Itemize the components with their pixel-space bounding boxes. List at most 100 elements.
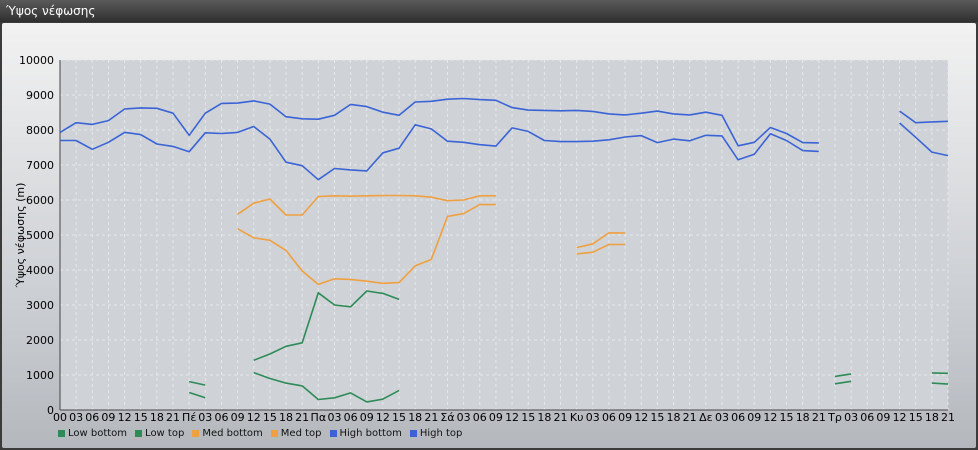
- x-tick-label: 12: [893, 411, 907, 424]
- series-line-segment: [253, 290, 400, 362]
- legend-item: Med top: [270, 427, 322, 439]
- legend-item: Low top: [135, 428, 184, 439]
- series-line-segment: [834, 380, 852, 385]
- y-tick-label: 5000: [26, 229, 54, 242]
- legend-label: Low bottom: [68, 427, 128, 439]
- x-tick-label: 21: [941, 411, 955, 424]
- x-tick-label: 09: [876, 411, 890, 424]
- x-tick-label: 15: [263, 411, 277, 424]
- x-tick-label: 09: [231, 411, 245, 424]
- legend-item: High top: [409, 427, 463, 439]
- x-tick-label: 06: [860, 411, 874, 424]
- series-line-segment: [60, 124, 819, 181]
- series-line-segment: [899, 122, 949, 157]
- y-tick-label: 7000: [26, 159, 54, 172]
- x-tick-label: 06: [473, 411, 487, 424]
- series-line-segment: [188, 391, 206, 399]
- x-tick-label: 18: [408, 411, 422, 424]
- legend-item: Med bottom: [192, 427, 263, 439]
- chart-legend: Low bottom Low top Med bottom Med top High b…: [58, 425, 462, 441]
- legend-label: Med bottom: [202, 427, 263, 439]
- x-tick-label: 00: [53, 411, 67, 424]
- series-low-top: [189, 290, 949, 386]
- x-tick-label: 06: [214, 411, 228, 424]
- x-tick-label: 18: [796, 411, 810, 424]
- x-tick-label: 15: [780, 411, 794, 424]
- series-line-segment: [189, 380, 206, 386]
- y-tick-label: 1000: [26, 369, 54, 382]
- x-tick-label: 03: [715, 411, 729, 424]
- x-tick-label: Σά: [440, 411, 454, 424]
- series-med-top: [237, 194, 626, 249]
- series-line-segment: [931, 382, 949, 385]
- series-high-bottom: [60, 122, 949, 181]
- legend-label: Low top: [145, 427, 185, 439]
- y-tick-label: 2000: [26, 334, 54, 347]
- x-tick-label: 21: [424, 411, 438, 424]
- series-line-segment: [253, 371, 400, 403]
- x-tick-label: 21: [683, 411, 697, 424]
- series-line-segment: [237, 203, 496, 286]
- x-tick-label: 03: [198, 411, 212, 424]
- series-line-segment: [576, 232, 626, 249]
- legend-item: High bottom: [329, 428, 402, 439]
- y-tick-label: 8000: [26, 124, 54, 137]
- series-line-segment: [899, 110, 949, 124]
- series-line-segment: [59, 97, 819, 147]
- x-tick-label: 18: [667, 411, 681, 424]
- x-tick-label: Πα: [311, 411, 327, 424]
- legend-swatch: [329, 429, 337, 437]
- x-tick-label: 09: [747, 411, 761, 424]
- legend-swatch: [409, 429, 417, 437]
- series-low-bottom: [188, 371, 949, 403]
- x-tick-label: 03: [69, 411, 83, 424]
- x-tick-label: 03: [586, 411, 600, 424]
- x-tick-label: 12: [505, 411, 519, 424]
- x-tick-label: 15: [134, 411, 148, 424]
- y-tick-label: 10000: [19, 54, 54, 67]
- window-title: Ύψος νέφωσης: [0, 0, 978, 22]
- series-line-segment: [237, 194, 496, 216]
- legend-swatch: [270, 429, 278, 437]
- x-tick-label: 15: [392, 411, 406, 424]
- x-tick-label: 06: [85, 411, 99, 424]
- y-tick-label: 6000: [26, 194, 54, 207]
- x-tick-label: 15: [650, 411, 664, 424]
- x-tick-label: 09: [101, 411, 115, 424]
- x-tick-label: 09: [489, 411, 503, 424]
- series-med-bottom: [237, 203, 626, 286]
- x-tick-label: 12: [118, 411, 132, 424]
- legend-label: Med top: [280, 427, 322, 439]
- x-tick-label: 18: [537, 411, 551, 424]
- series-line-segment: [834, 373, 852, 378]
- legend-item: Low bottom: [58, 428, 127, 439]
- y-tick-label: 4000: [26, 264, 54, 277]
- x-tick-label: 12: [634, 411, 648, 424]
- x-tick-label: 03: [457, 411, 471, 424]
- x-tick-label: 18: [150, 411, 164, 424]
- x-tick-label: 18: [925, 411, 939, 424]
- x-tick-label: 15: [909, 411, 923, 424]
- x-tick-label: 15: [521, 411, 535, 424]
- x-tick-label: 09: [360, 411, 374, 424]
- x-tick-label: 03: [844, 411, 858, 424]
- y-tick-label: 3000: [26, 299, 54, 312]
- x-tick-label: 06: [602, 411, 616, 424]
- x-tick-label: Τρ: [827, 411, 842, 424]
- x-tick-label: 03: [327, 411, 341, 424]
- legend-label: High top: [419, 427, 463, 439]
- series-high-top: [59, 97, 949, 147]
- x-tick-label: 18: [279, 411, 293, 424]
- x-tick-label: Πέ: [182, 411, 196, 424]
- x-tick-label: 09: [618, 411, 632, 424]
- x-tick-label: 21: [166, 411, 180, 424]
- legend-swatch: [135, 429, 143, 437]
- x-tick-label: 12: [376, 411, 390, 424]
- x-tick-label: 21: [812, 411, 826, 424]
- series-line-segment: [576, 243, 626, 255]
- x-tick-label: 12: [763, 411, 777, 424]
- x-tick-label: 21: [554, 411, 568, 424]
- legend-swatch: [58, 429, 65, 437]
